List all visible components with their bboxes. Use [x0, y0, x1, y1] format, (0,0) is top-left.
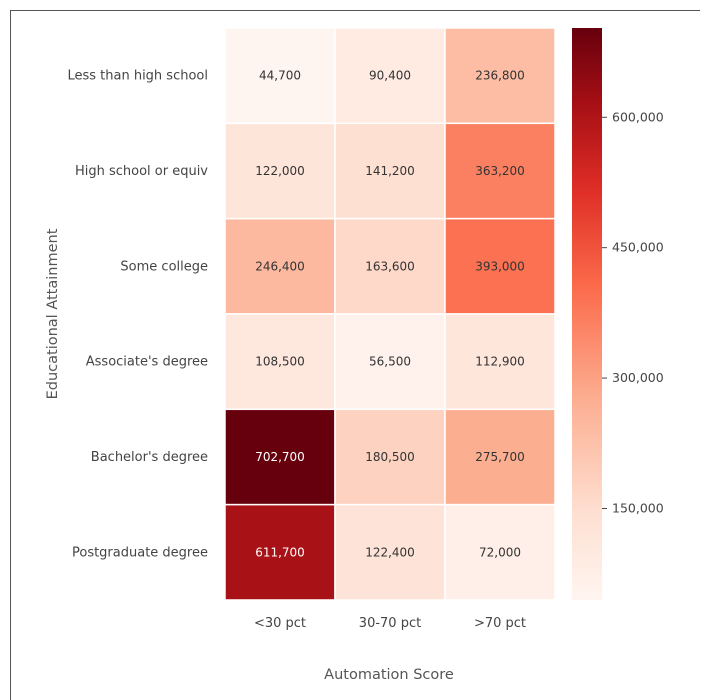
cell-value-label: 112,900 [475, 355, 525, 369]
heatmap-cell [224, 503, 336, 601]
cell-value-label: 163,600 [365, 259, 415, 273]
column-labels: <30 pct 30-70 pct >70 pct [254, 616, 526, 631]
row-label: Some college [120, 259, 208, 274]
y-axis-title: Educational Attainment [45, 228, 61, 399]
cell-value-label: 122,000 [255, 164, 305, 178]
row-label: High school or equiv [75, 164, 208, 179]
cell-value-label: 702,700 [255, 450, 305, 464]
cell-value-label: 246,400 [255, 259, 305, 273]
heatmap-cell [444, 408, 556, 506]
column-label: <30 pct [254, 616, 306, 631]
heatmap-cell [334, 122, 446, 220]
cell-value-label: 275,700 [475, 450, 525, 464]
heatmap-cell [334, 503, 446, 601]
cell-value-label: 180,500 [365, 450, 415, 464]
heatmap-cell [224, 313, 336, 411]
row-labels: Less than high school High school or equi… [67, 69, 208, 561]
heatmap-cell [224, 122, 336, 220]
cell-value-label: 44,700 [259, 69, 301, 83]
colorbar-ticks: 150,000 300,000 450,000 600,000 [602, 109, 664, 515]
heatmap-cell [444, 217, 556, 315]
heatmap-cell [224, 217, 336, 315]
row-label: Bachelor's degree [91, 450, 208, 465]
heatmap-cell [444, 503, 556, 601]
cell-value-label: 236,800 [475, 69, 525, 83]
heatmap-cell [334, 217, 446, 315]
chart-frame [10, 10, 700, 700]
cell-value-label: 363,200 [475, 164, 525, 178]
colorbar-tick-label: 600,000 [612, 109, 664, 124]
heatmap-cell [334, 27, 446, 125]
colorbar-tick-label: 450,000 [612, 240, 664, 255]
row-label: Associate's degree [86, 355, 208, 370]
heatmap-cell [444, 313, 556, 411]
colorbar-tick-label: 150,000 [612, 500, 664, 515]
colorbar-tick-label: 300,000 [612, 370, 664, 385]
cell-value-label: 611,700 [255, 545, 305, 559]
cell-value-label: 141,200 [365, 164, 415, 178]
cell-value-label: 393,000 [475, 259, 525, 273]
heatmap-cell [224, 27, 336, 125]
cell-value-label: 56,500 [369, 355, 411, 369]
x-axis-title: Automation Score [324, 667, 454, 683]
row-label: Less than high school [67, 69, 208, 84]
cell-value-label: 108,500 [255, 355, 305, 369]
column-label: >70 pct [474, 616, 526, 631]
heatmap-cells: 44,700 90,400 236,800 122,000 141,200 363,200… [224, 27, 556, 601]
row-label: Postgraduate degree [72, 545, 208, 560]
cell-value-label: 72,000 [479, 545, 521, 559]
column-label: 30-70 pct [359, 616, 421, 631]
cell-value-label: 90,400 [369, 69, 411, 83]
cell-value-label: 122,400 [365, 545, 415, 559]
heatmap-cell [334, 408, 446, 506]
colorbar [572, 28, 602, 600]
heatmap-cell [444, 122, 556, 220]
